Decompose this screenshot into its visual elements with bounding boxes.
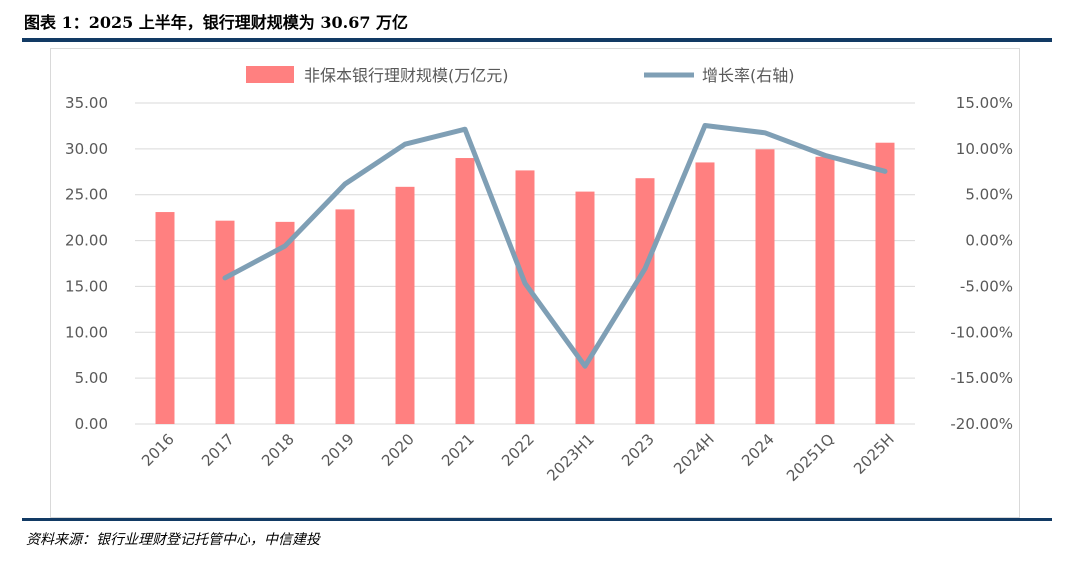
bottom-rule <box>22 518 1052 521</box>
bar <box>875 142 895 424</box>
bar-series <box>155 142 895 425</box>
x-tick-label: 2020 <box>378 430 418 470</box>
right-tick-label: 5.00% <box>965 186 1013 204</box>
growth-line <box>222 122 888 369</box>
x-tick-label: 2016 <box>138 430 178 470</box>
left-axis: 0.00 5.00 10.00 15.00 20.00 25.00 30.00 35.00 <box>65 94 108 433</box>
legend: 非保本银行理财规模(万亿元) 增长率(右轴) <box>246 66 795 85</box>
x-tick-label: 2025H <box>850 430 898 478</box>
x-tick-label: 2021 <box>438 430 478 470</box>
left-tick-label: 30.00 <box>65 140 108 158</box>
left-tick-label: 25.00 <box>65 186 108 204</box>
x-tick-label: 20251Q <box>783 430 838 485</box>
x-tick-label: 2017 <box>198 430 238 470</box>
line-series <box>222 122 888 369</box>
source-note: 资料来源：银行业理财登记托管中心，中信建投 <box>26 532 320 548</box>
left-tick-label: 5.00 <box>75 369 108 387</box>
top-rule <box>22 38 1052 42</box>
left-tick-label: 10.00 <box>65 323 108 341</box>
legend-bar-swatch <box>246 66 294 83</box>
bar <box>515 170 535 424</box>
bar <box>755 149 775 424</box>
bar <box>575 191 595 424</box>
x-tick-label: 2024H <box>670 430 718 478</box>
x-tick-label: 2018 <box>258 430 298 470</box>
left-tick-label: 15.00 <box>65 277 108 295</box>
bar <box>335 209 355 424</box>
chart-frame <box>50 48 1020 518</box>
right-tick-label: 10.00% <box>956 140 1013 158</box>
left-tick-label: 20.00 <box>65 232 108 250</box>
x-tick-label: 2024 <box>738 430 778 470</box>
left-tick-label: 0.00 <box>75 415 108 433</box>
x-axis: 2016 2017 2018 2019 2020 2021 2022 2023H1 2023 20… <box>138 430 898 485</box>
bar <box>695 162 715 425</box>
x-tick-label: 2022 <box>498 430 538 470</box>
right-tick-label: 0.00% <box>965 232 1013 250</box>
x-tick-label: 2023H1 <box>543 430 597 484</box>
bar <box>275 221 295 424</box>
right-tick-label: -5.00% <box>960 277 1013 295</box>
gridlines <box>135 102 915 425</box>
legend-line-label: 增长率(右轴) <box>702 66 795 85</box>
bar <box>815 156 835 424</box>
x-tick-label: 2023 <box>618 430 658 470</box>
bar <box>635 178 655 424</box>
right-tick-label: -10.00% <box>950 323 1013 341</box>
legend-bar-label: 非保本银行理财规模(万亿元) <box>304 66 509 85</box>
left-tick-label: 35.00 <box>65 94 108 112</box>
right-tick-label: -15.00% <box>950 369 1013 387</box>
bar <box>215 220 235 424</box>
bar <box>455 158 475 424</box>
right-axis: -20.00% -15.00% -10.00% -5.00% 0.00% 5.00% 10.… <box>950 94 1013 433</box>
chart-title: 图表 1：2025 上半年，银行理财规模为 30.67 万亿 <box>24 13 409 32</box>
right-tick-label: -20.00% <box>950 415 1013 433</box>
x-tick-label: 2019 <box>318 430 358 470</box>
bar <box>155 212 175 424</box>
right-tick-label: 15.00% <box>956 94 1013 112</box>
bar <box>395 186 415 424</box>
